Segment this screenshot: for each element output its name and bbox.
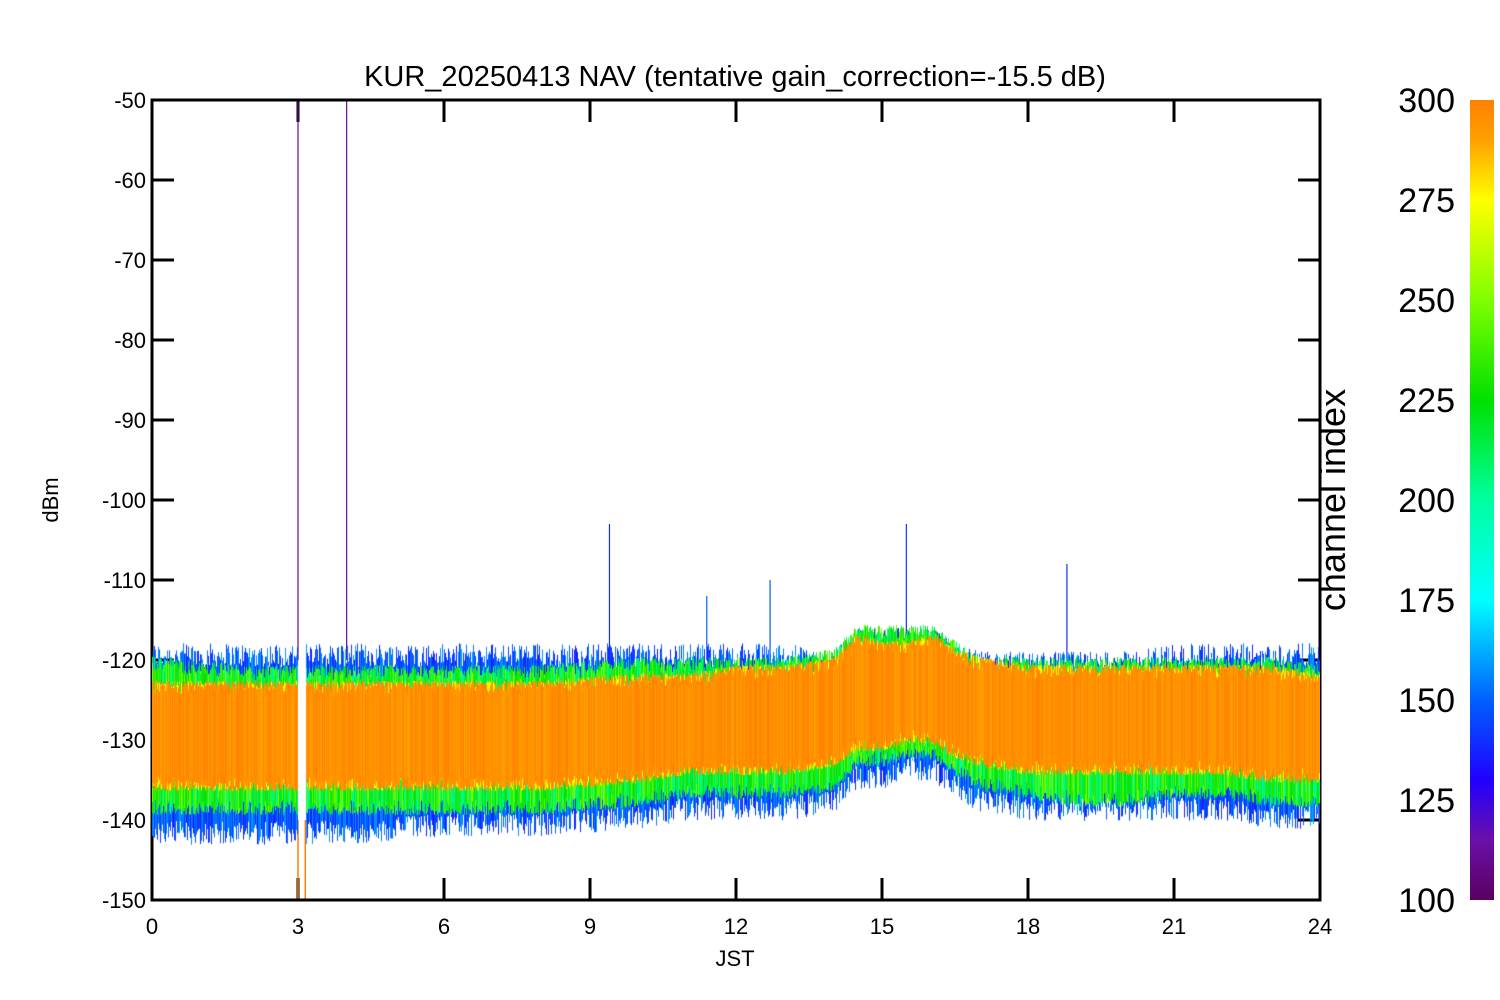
y-tick-label: -120 (102, 648, 146, 673)
colorbar-tick-label: 150 (1398, 682, 1455, 720)
x-tick-label: 0 (146, 914, 158, 939)
colorbar-tick-label: 250 (1398, 282, 1455, 320)
colorbar-tick-label: 100 (1398, 882, 1455, 920)
y-tick-label: -140 (102, 808, 146, 833)
chart-title: KUR_20250413 NAV (tentative gain_correct… (364, 61, 1106, 93)
y-tick-label: -60 (114, 168, 146, 193)
colorbar-tick-label: 125 (1398, 782, 1455, 820)
x-tick-label: 15 (870, 914, 894, 939)
colorbar-tick-label: 275 (1398, 182, 1455, 220)
y-tick-label: -130 (102, 728, 146, 753)
y-tick-label: -80 (114, 328, 146, 353)
colorbar-tick-label: 225 (1398, 382, 1455, 420)
y-tick-label: -50 (114, 88, 146, 113)
y-tick-label: -70 (114, 248, 146, 273)
x-tick-label: 18 (1016, 914, 1040, 939)
x-tick-label: 21 (1162, 914, 1186, 939)
x-tick-label: 3 (292, 914, 304, 939)
colorbar-tick-label: 300 (1398, 82, 1455, 120)
y-tick-label: -150 (102, 888, 146, 913)
colorbar-tick-label: 175 (1398, 582, 1455, 620)
colorbar: 300 275 250 225 200 175 150 125 100 (1398, 82, 1494, 920)
x-tick-label: 24 (1308, 914, 1332, 939)
plot-area (152, 100, 1320, 900)
x-tick-label: 12 (724, 914, 748, 939)
y-tick-label: -100 (102, 488, 146, 513)
colorbar-gradient (1470, 100, 1494, 900)
y-tick-label: -90 (114, 408, 146, 433)
x-tick-label: 9 (584, 914, 596, 939)
y-tick-label: -110 (104, 568, 146, 593)
colorbar-tick-label: 200 (1398, 482, 1455, 520)
x-tick-label: 6 (438, 914, 450, 939)
y-axis-label: dBm (38, 477, 63, 522)
x-axis-label: JST (715, 946, 754, 971)
